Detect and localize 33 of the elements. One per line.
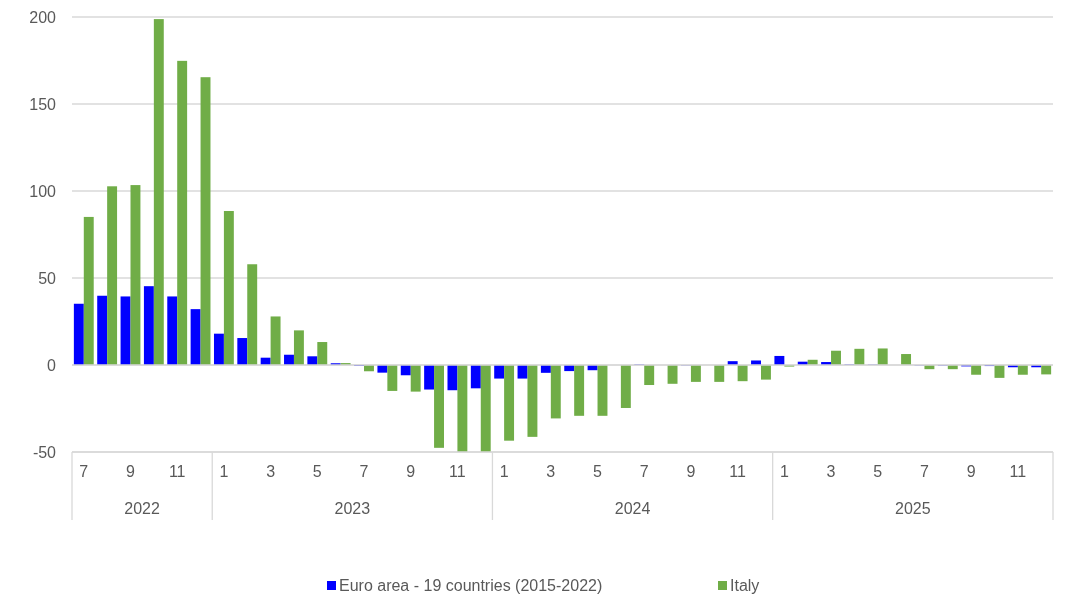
x-tick-label: 5: [873, 463, 883, 480]
x-tick-label: 3: [546, 463, 556, 480]
x-tick-label: 9: [686, 463, 696, 480]
x-tick-label: 9: [126, 463, 136, 480]
y-tick-label: 150: [29, 95, 57, 113]
x-tick-label: 1: [499, 463, 509, 480]
x-tick-label: 7: [359, 463, 369, 480]
text: 2022: [124, 500, 161, 517]
y-tick-label: 200: [29, 8, 57, 26]
text: 2024: [614, 500, 651, 517]
x-tick-label: 3: [826, 463, 836, 480]
x-tick-label: 11: [729, 463, 747, 480]
x-tick-label: 7: [79, 463, 89, 480]
y-tick-label: 0: [47, 356, 57, 374]
text: 2023: [334, 500, 371, 517]
x-tick-label: 9: [966, 463, 976, 480]
y-tick-label: 100: [29, 182, 57, 200]
x-tick-label: 7: [920, 463, 929, 480]
y-tick-label: 50: [38, 269, 57, 287]
x-tick-label: 11: [449, 463, 466, 480]
text: 2025: [895, 500, 931, 517]
x-tick-label: 5: [312, 463, 322, 480]
x-tick-label: 1: [779, 463, 789, 480]
x-tick-label: 3: [266, 463, 276, 480]
legend-label: Italy: [730, 577, 760, 594]
legend-label: Euro area - 19 countries (2015-2022): [339, 577, 603, 594]
x-tick-label: 7: [639, 463, 649, 480]
x-tick-label: 5: [593, 463, 603, 480]
x-tick-label: 1: [219, 463, 229, 480]
x-tick-label: 11: [168, 463, 186, 480]
x-tick-label: 9: [406, 463, 416, 480]
x-tick-label: 11: [1009, 463, 1027, 480]
y-tick-label: -50: [32, 443, 57, 461]
